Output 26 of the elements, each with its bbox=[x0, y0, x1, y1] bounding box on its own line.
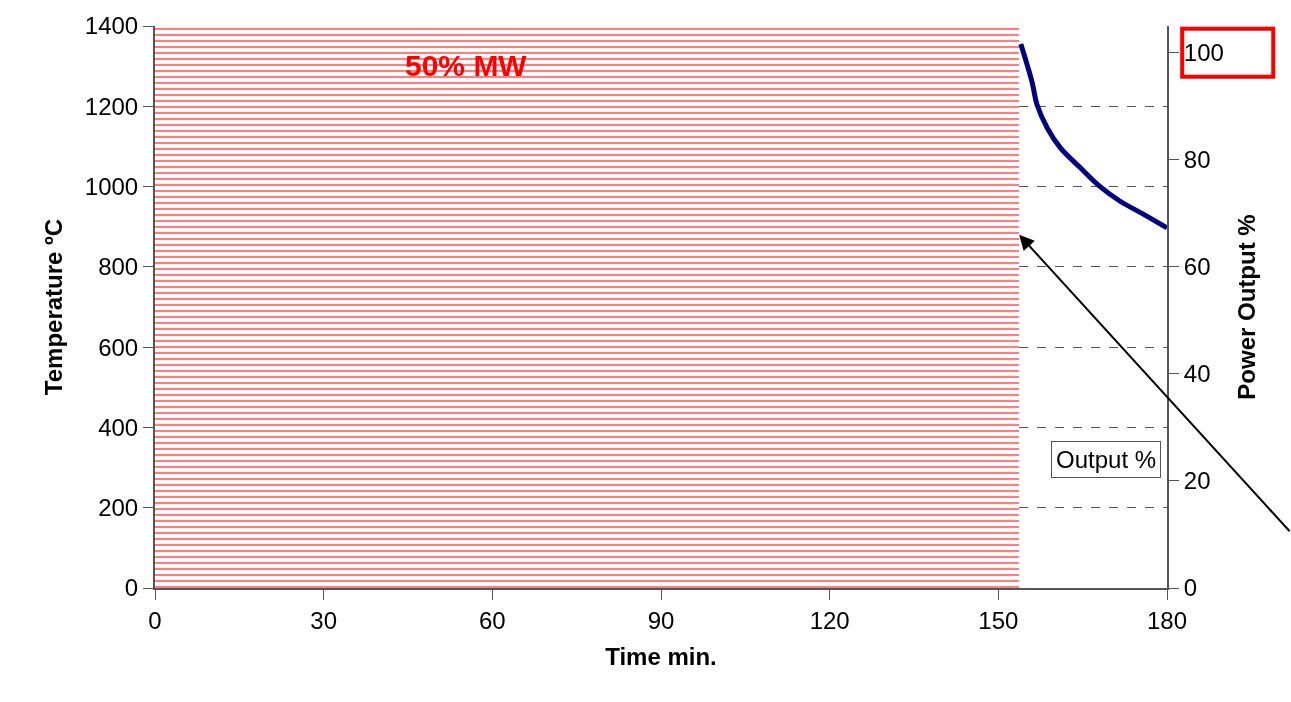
y-tick-label: 1200 bbox=[84, 92, 139, 120]
y2-axis-title: Power Output % bbox=[1232, 214, 1260, 400]
y-tick-label: 600 bbox=[98, 333, 139, 361]
y-axis-title: Temperature ºC bbox=[40, 218, 68, 396]
y2-tick-label: 80 bbox=[1183, 146, 1211, 174]
y-tick-label: 200 bbox=[98, 494, 139, 522]
y-tick-label: 1400 bbox=[84, 12, 139, 40]
x-tick-label: 150 bbox=[978, 606, 1019, 634]
y2-tick-label: 60 bbox=[1183, 253, 1211, 281]
y2-tick-label: 40 bbox=[1183, 360, 1211, 388]
y2-tick-label: 20 bbox=[1183, 467, 1211, 495]
x-tick-label: 30 bbox=[310, 606, 338, 634]
x-tick-label: 60 bbox=[478, 606, 506, 634]
x-axis-title: Time min. bbox=[605, 642, 717, 670]
x-tick-label: 0 bbox=[148, 606, 162, 634]
band-label: 50% MW bbox=[405, 49, 528, 82]
y-tick-label: 0 bbox=[124, 574, 139, 602]
annotation: Output % bbox=[1056, 446, 1157, 473]
y-tick-label: 400 bbox=[98, 413, 139, 441]
y-tick-label: 800 bbox=[98, 253, 139, 281]
y2-tick-label: 0 bbox=[1183, 574, 1198, 602]
y2-tick-label: 100 bbox=[1183, 39, 1224, 67]
y-tick-label: 1000 bbox=[84, 172, 139, 200]
x-tick-label: 120 bbox=[809, 606, 850, 634]
x-tick-label: 90 bbox=[647, 606, 675, 634]
x-tick-label: 180 bbox=[1146, 606, 1188, 634]
